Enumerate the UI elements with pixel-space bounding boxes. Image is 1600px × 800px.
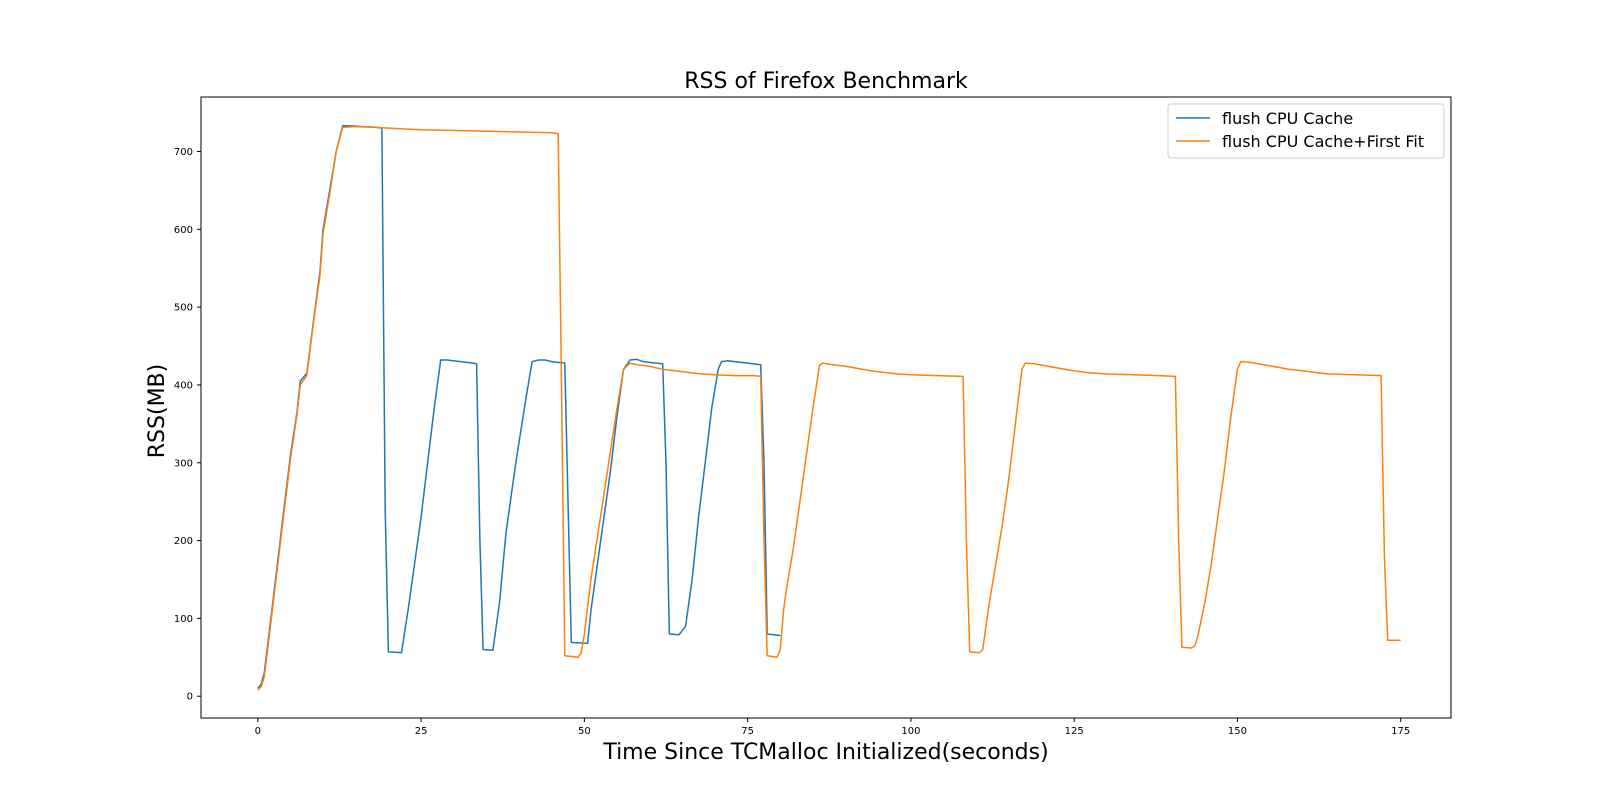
- x-tick-label: 175: [1391, 726, 1410, 737]
- y-tick-label: 200: [174, 536, 193, 547]
- y-tick-label: 600: [174, 225, 193, 236]
- x-tick-label: 100: [901, 726, 920, 737]
- x-tick-label: 0: [255, 726, 261, 737]
- x-tick-label: 25: [415, 726, 428, 737]
- plot-area: 0 25 50 75 100 125 150 175 0 100 200 300 400 500 600 7…: [174, 96, 1452, 737]
- legend-label-flush-cpu-cache-first-fit: flush CPU Cache+First Fit: [1222, 132, 1424, 151]
- x-tick-label: 50: [578, 726, 591, 737]
- legend-label-flush-cpu-cache: flush CPU Cache: [1222, 109, 1353, 128]
- y-tick-label: 100: [174, 614, 193, 625]
- x-axis-ticks: 0 25 50 75 100 125 150 175: [255, 718, 1410, 737]
- x-tick-label: 75: [741, 726, 754, 737]
- series-layer: [257, 125, 1401, 691]
- y-tick-label: 300: [174, 458, 193, 469]
- y-tick-label: 0: [187, 692, 193, 703]
- y-tick-label: 400: [174, 380, 193, 391]
- chart-title: RSS of Firefox Benchmark: [684, 69, 968, 94]
- axes-frame: [200, 96, 1452, 719]
- legend-box: [1167, 103, 1445, 159]
- y-axis-ticks: 0 100 200 300 400 500 600 700: [174, 147, 201, 703]
- x-tick-label: 125: [1065, 726, 1084, 737]
- y-tick-label: 700: [174, 147, 193, 158]
- y-tick-label: 500: [174, 303, 193, 314]
- y-axis-label: RSS(MB): [145, 364, 170, 458]
- x-axis-label: Time Since TCMalloc Initialized(seconds): [602, 740, 1048, 765]
- series-line-flush-cpu-cache-first-fit: [257, 125, 1401, 691]
- x-tick-label: 150: [1228, 726, 1247, 737]
- legend: flush CPU Cache flush CPU Cache+First Fi…: [1167, 103, 1445, 159]
